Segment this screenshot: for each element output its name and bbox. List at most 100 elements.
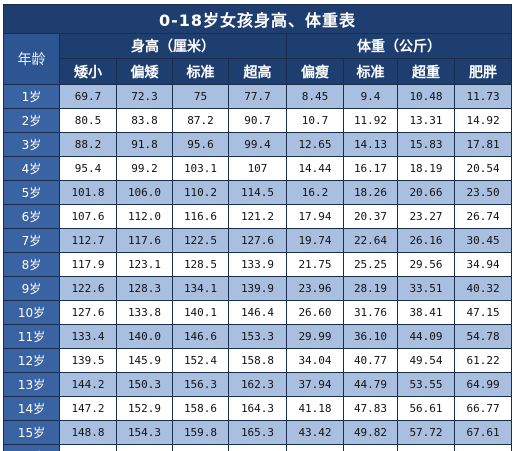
weight-cell: 12.65 — [286, 132, 344, 157]
weight-col-header: 偏瘦 — [286, 58, 344, 85]
height-cell: 158.8 — [228, 348, 287, 373]
age-cell: 1岁 — [3, 84, 60, 109]
weight-cell: 53.55 — [397, 372, 455, 397]
age-cell: 3岁 — [3, 132, 60, 157]
weight-cell: 54.78 — [453, 324, 513, 349]
table-title: 0-18岁女孩身高、体重表 — [2, 4, 513, 34]
height-cell: 95.6 — [172, 132, 229, 157]
weight-cell: 20.37 — [343, 204, 398, 229]
weight-cell: 44.56 — [286, 444, 344, 451]
age-cell: 4岁 — [3, 156, 60, 181]
height-col-header: 超高 — [228, 58, 287, 85]
height-cell: 165.5 — [228, 444, 287, 451]
table-row: 11岁 133.4 140.0 146.6 153.3 29.99 36.10 44.09 54… — [3, 324, 513, 349]
weight-cell: 9.4 — [343, 84, 398, 109]
table-row: 16岁149.2154.7160.1165.544.5650.8158.4567… — [3, 444, 513, 451]
weight-cell: 36.10 — [343, 324, 398, 349]
height-cell: 117.9 — [59, 252, 117, 277]
height-cell: 164.3 — [228, 396, 287, 421]
height-cell: 101.8 — [59, 180, 117, 205]
height-cell: 145.9 — [116, 348, 173, 373]
height-cell: 90.7 — [228, 108, 287, 133]
weight-cell: 19.74 — [286, 228, 344, 253]
height-cell: 122.5 — [172, 228, 229, 253]
table-row: 1岁 69.7 72.3 75 77.7 8.45 9.4 10.48 11.73 — [3, 84, 513, 109]
age-cell: 15岁 — [3, 420, 60, 445]
height-cell: 95.4 — [59, 156, 117, 181]
height-cell: 144.2 — [59, 372, 117, 397]
age-cell: 6岁 — [3, 204, 60, 229]
table-row: 5岁 101.8 106.0 110.2 114.5 16.2 18.26 20.66 23.5… — [3, 180, 513, 205]
weight-cell: 44.79 — [343, 372, 398, 397]
weight-cell: 50.81 — [343, 444, 398, 451]
weight-cell: 37.94 — [286, 372, 344, 397]
weight-cell: 14.13 — [343, 132, 398, 157]
height-group-header: 身高（厘米） — [59, 33, 287, 59]
weight-cell: 23.50 — [453, 180, 513, 205]
height-cell: 156.3 — [172, 372, 229, 397]
height-cell: 114.5 — [228, 180, 287, 205]
height-cell: 80.5 — [59, 108, 117, 133]
height-col-header: 偏矮 — [116, 58, 173, 85]
age-cell: 16岁 — [3, 444, 60, 451]
table-row: 6岁 107.6 112.0 116.6 121.2 17.94 20.37 23.27 26.… — [3, 204, 513, 229]
height-cell: 127.6 — [59, 300, 117, 325]
weight-cell: 13.31 — [397, 108, 455, 133]
height-cell: 103.1 — [172, 156, 229, 181]
weight-cell: 10.7 — [286, 108, 344, 133]
age-header: 年龄 — [3, 33, 60, 85]
weight-col-header: 肥胖 — [453, 58, 513, 85]
height-col-header: 矮小 — [59, 58, 117, 85]
table-row: 14岁 147.2 152.9 158.6 164.3 41.18 47.83 56.61 66… — [3, 396, 513, 421]
height-cell: 139.9 — [228, 276, 287, 301]
weight-cell: 20.54 — [453, 156, 513, 181]
weight-cell: 44.09 — [397, 324, 455, 349]
weight-cell: 49.54 — [397, 348, 455, 373]
weight-cell: 15.83 — [397, 132, 455, 157]
weight-cell: 49.82 — [343, 420, 398, 445]
height-cell: 153.3 — [228, 324, 287, 349]
height-cell: 160.1 — [172, 444, 229, 451]
age-cell: 10岁 — [3, 300, 60, 325]
height-cell: 154.3 — [116, 420, 173, 445]
height-cell: 75 — [172, 84, 229, 109]
weight-cell: 38.41 — [397, 300, 455, 325]
weight-cell: 34.94 — [453, 252, 513, 277]
table-row: 2岁 80.5 83.8 87.2 90.7 10.7 11.92 13.31 14.92 — [3, 108, 513, 133]
table-row: 13岁 144.2 150.3 156.3 162.3 37.94 44.79 53.55 64… — [3, 372, 513, 397]
height-cell: 83.8 — [116, 108, 173, 133]
table-row: 3岁 88.2 91.8 95.6 99.4 12.65 14.13 15.83 17.81 — [3, 132, 513, 157]
weight-cell: 57.72 — [397, 420, 455, 445]
age-cell: 8岁 — [3, 252, 60, 277]
height-cell: 139.5 — [59, 348, 117, 373]
height-col-header: 标准 — [172, 58, 229, 85]
weight-cell: 10.48 — [397, 84, 455, 109]
weight-cell: 26.74 — [453, 204, 513, 229]
height-cell: 158.6 — [172, 396, 229, 421]
weight-cell: 14.44 — [286, 156, 344, 181]
weight-cell: 61.22 — [453, 348, 513, 373]
height-cell: 152.9 — [116, 396, 173, 421]
height-cell: 117.6 — [116, 228, 173, 253]
height-cell: 133.9 — [228, 252, 287, 277]
table-row: 9岁 122.6 128.3 134.1 139.9 23.96 28.19 33.51 40.… — [3, 276, 513, 301]
height-cell: 69.7 — [59, 84, 117, 109]
height-cell: 72.3 — [116, 84, 173, 109]
height-cell: 107 — [228, 156, 287, 181]
weight-cell: 22.64 — [343, 228, 398, 253]
height-cell: 140.1 — [172, 300, 229, 325]
height-cell: 148.8 — [59, 420, 117, 445]
table-row: 10岁 127.6 133.8 140.1 146.4 26.60 31.76 38.41 47… — [3, 300, 513, 325]
height-cell: 152.4 — [172, 348, 229, 373]
age-cell: 11岁 — [3, 324, 60, 349]
height-cell: 149.2 — [59, 444, 117, 451]
height-cell: 123.1 — [116, 252, 173, 277]
weight-cell: 47.15 — [453, 300, 513, 325]
table-row: 12岁 139.5 145.9 152.4 158.8 34.04 40.77 49.54 61… — [3, 348, 513, 373]
height-cell: 99.4 — [228, 132, 287, 157]
weight-cell: 23.96 — [286, 276, 344, 301]
weight-cell: 26.16 — [397, 228, 455, 253]
height-cell: 112.7 — [59, 228, 117, 253]
table-row: 4岁 95.4 99.2 103.1 107 14.44 16.17 18.19 20.54 — [3, 156, 513, 181]
